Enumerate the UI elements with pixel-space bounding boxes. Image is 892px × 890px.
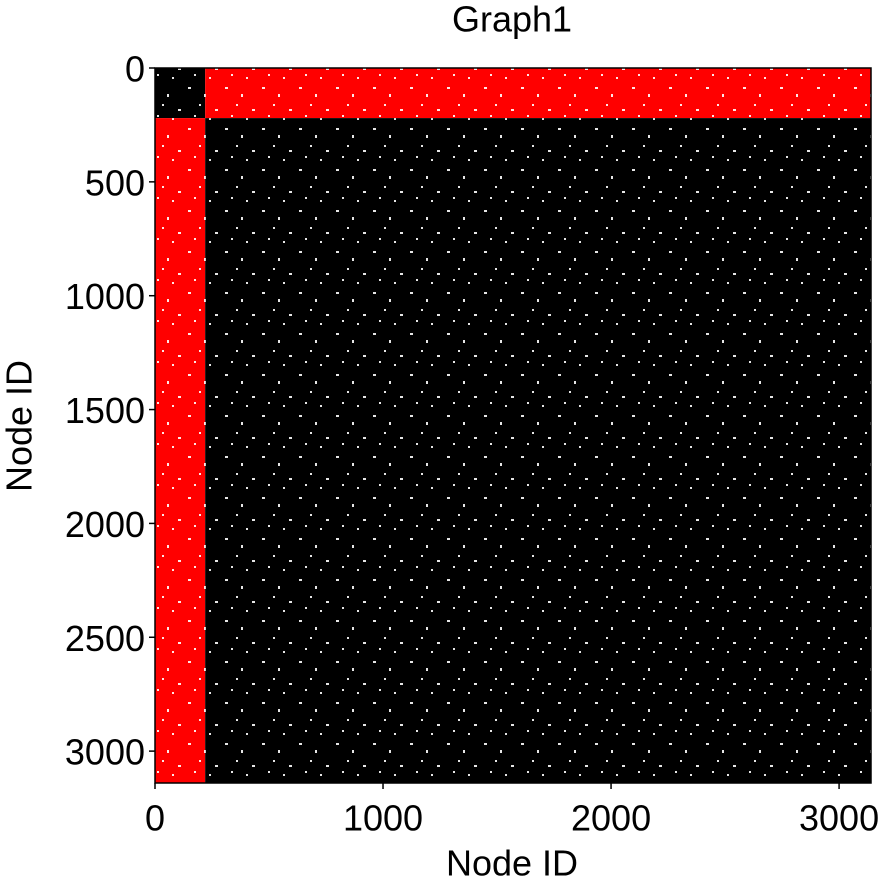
y-tick-label: 2500 xyxy=(65,618,145,659)
block-texture xyxy=(155,68,206,119)
plot-frame xyxy=(154,67,872,784)
y-tick-label: 2000 xyxy=(65,504,145,545)
plot-area xyxy=(155,68,872,784)
block-texture xyxy=(205,68,872,119)
block-texture xyxy=(155,118,206,784)
x-tick-label: 1000 xyxy=(343,798,423,839)
chart-title: Graph1 xyxy=(452,0,572,40)
y-tick-label: 1000 xyxy=(65,276,145,317)
x-tick-label: 0 xyxy=(145,798,165,839)
y-tick-label: 0 xyxy=(125,49,145,90)
y-tick-label: 3000 xyxy=(65,732,145,773)
y-tick-label: 500 xyxy=(85,162,145,203)
x-tick-label: 2000 xyxy=(571,798,651,839)
x-axis-label: Node ID xyxy=(446,843,578,884)
x-tick-label: 3000 xyxy=(799,798,879,839)
y-axis-label: Node ID xyxy=(0,360,40,492)
y-tick-label: 1500 xyxy=(65,390,145,431)
block-texture xyxy=(205,118,872,784)
